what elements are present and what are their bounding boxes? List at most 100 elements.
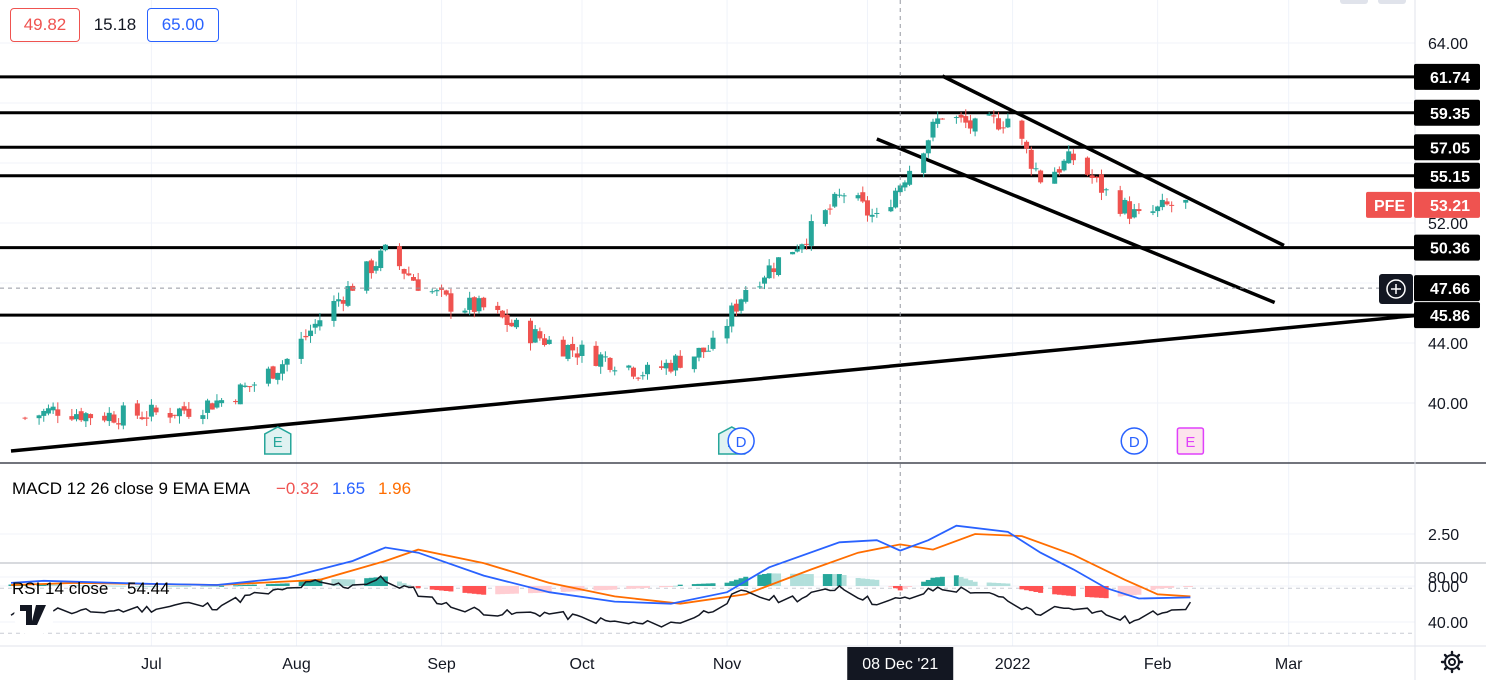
macd-histogram-bar: [546, 586, 552, 593]
time-axis[interactable]: Jul Aug Sep Oct Nov 08 Dec '21 2022 Feb Mar: [141, 647, 1303, 680]
horizontal-levels[interactable]: [0, 75, 1415, 317]
macd-histogram-bar: [41, 583, 47, 586]
svg-text:47.66: 47.66: [1430, 281, 1470, 298]
rsi-pane: [10, 575, 1192, 628]
macd-histogram-bar: [579, 586, 585, 592]
candle: [270, 365, 276, 380]
candle: [1070, 149, 1076, 166]
event-marker-dividend[interactable]: D: [1120, 427, 1148, 455]
macd-histogram-bar: [8, 584, 14, 586]
candle: [808, 214, 814, 251]
macd-histogram-bar: [176, 585, 182, 587]
candle: [275, 372, 281, 385]
macd-histogram-bar: [860, 578, 866, 586]
macd-histogram-bar: [69, 585, 75, 587]
candle: [1061, 159, 1067, 172]
candle: [88, 413, 94, 426]
candle: [762, 275, 768, 290]
candle: [1155, 205, 1161, 217]
candle: [757, 281, 763, 290]
macd-histogram-bar: [139, 585, 145, 587]
event-label: E: [273, 434, 283, 451]
macd-histogram-bar: [972, 581, 978, 586]
trendline-support[interactable]: [10, 313, 1420, 453]
candle: [481, 296, 487, 311]
macd-histogram-bar: [1089, 586, 1095, 598]
macd-histogram-bar: [214, 586, 220, 587]
candle: [640, 371, 646, 380]
candle: [724, 319, 730, 344]
candle: [251, 381, 257, 392]
ask-badge[interactable]: 65.00: [147, 8, 219, 42]
candle: [738, 298, 744, 315]
macd-line-value: 1.65: [332, 479, 365, 498]
candle: [410, 274, 416, 281]
macd-histogram-bar: [209, 585, 215, 587]
candle: [972, 117, 978, 137]
event-marker-earnings[interactable]: E: [264, 426, 292, 455]
tradingview-logo[interactable]: [14, 596, 54, 636]
candle: [1164, 198, 1170, 206]
candle: [513, 317, 519, 330]
macd-histogram-bar: [939, 576, 945, 586]
candle: [804, 238, 810, 250]
gear-icon[interactable]: [1440, 650, 1464, 674]
macd-histogram-bar: [467, 586, 473, 594]
candle: [200, 409, 206, 425]
macd-histogram-bar: [659, 586, 665, 588]
macd-histogram-bar: [270, 583, 276, 586]
toolbar-button-stub[interactable]: [1340, 0, 1368, 4]
candle: [532, 325, 538, 343]
macd-line: [10, 524, 1191, 605]
candle: [869, 208, 875, 223]
candle: [822, 209, 828, 227]
time-axis-label: Oct: [570, 656, 595, 673]
macd-histogram-bar: [935, 577, 941, 586]
candle: [593, 341, 599, 367]
candle: [434, 288, 440, 296]
candle: [537, 327, 543, 341]
candle: [116, 418, 122, 430]
macd-histogram-bar: [827, 574, 833, 586]
macd-histogram-bar: [471, 586, 477, 594]
candle: [1127, 196, 1133, 225]
candle: [1019, 119, 1025, 145]
macd-histogram-bar: [340, 579, 346, 586]
toolbar-button-stub[interactable]: [1378, 0, 1406, 4]
macd-histogram-bar: [565, 586, 571, 592]
event-marker-dividend[interactable]: D: [727, 427, 755, 455]
crosshair: [0, 0, 1415, 646]
macd-histogram-bar: [509, 586, 515, 594]
macd-histogram-bar: [570, 586, 576, 592]
candle: [401, 268, 407, 280]
candle: [144, 411, 150, 427]
macd-histogram-bar: [364, 578, 370, 586]
event-markers[interactable]: EEDDE: [264, 426, 1205, 455]
macd-histogram-bar: [186, 585, 192, 587]
macd-histogram-bar: [1000, 583, 1006, 586]
svg-text:45.86: 45.86: [1430, 308, 1470, 325]
trendlines[interactable]: [10, 74, 1420, 453]
candle: [396, 243, 402, 271]
event-marker-earnings-upcoming[interactable]: E: [1176, 427, 1205, 455]
macd-axis-tick: 2.50: [1428, 527, 1459, 544]
candle: [1098, 169, 1104, 201]
candle: [111, 411, 117, 424]
bid-badge[interactable]: 49.82: [10, 8, 80, 42]
macd-histogram-bar: [799, 573, 805, 586]
trendline-channel-top[interactable]: [941, 74, 1285, 248]
add-alert-icon[interactable]: [1379, 274, 1413, 304]
candle: [1033, 162, 1039, 172]
macd-histogram-bar: [106, 585, 112, 587]
macd-histogram-bar: [593, 586, 599, 591]
symbol-price-tag[interactable]: PFE: [1366, 191, 1412, 218]
macd-histogram-bar: [148, 585, 154, 587]
macd-histogram-bar: [1033, 586, 1039, 592]
candle: [345, 281, 351, 308]
trendline-channel-bottom[interactable]: [876, 137, 1276, 305]
macd-histogram-bar: [612, 586, 618, 590]
macd-histogram-bar: [1084, 586, 1090, 598]
